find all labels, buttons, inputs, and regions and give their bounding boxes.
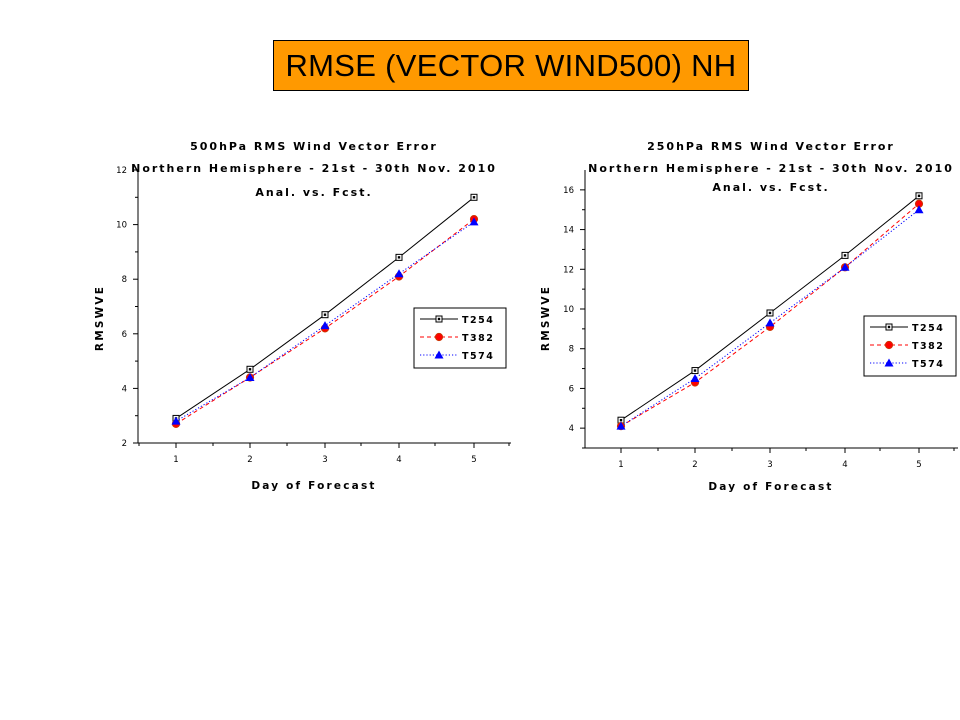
series-T574	[171, 217, 479, 425]
legend-label: T574	[912, 359, 944, 370]
series-line-T574	[620, 209, 920, 427]
series-line-T254	[620, 195, 920, 421]
x-tick-label: 1	[618, 460, 623, 470]
y-tick-label: 12	[116, 166, 127, 176]
data-point-T574	[690, 374, 700, 382]
x-axis-label: Day of Forecast	[708, 481, 833, 493]
x-tick-label: 4	[842, 460, 847, 470]
data-point-T574	[914, 205, 924, 214]
legend-marker-T574	[884, 358, 894, 367]
legend-label: T254	[462, 315, 494, 326]
y-tick-label: 8	[569, 345, 574, 355]
series-line-T382	[620, 203, 920, 427]
data-point-T574	[245, 372, 255, 381]
data-point-T574	[616, 421, 626, 430]
legend-marker-T382	[434, 332, 444, 342]
legend-marker-T574	[434, 350, 444, 359]
x-tick-label: 4	[396, 455, 401, 465]
y-tick-label: 14	[563, 226, 574, 236]
legend-label: T382	[462, 333, 494, 344]
data-point-T574	[394, 269, 404, 278]
legend-label: T574	[462, 351, 494, 362]
data-point-T574	[171, 416, 181, 425]
y-tick-label: 12	[563, 265, 574, 275]
series-T254	[617, 192, 923, 424]
data-point-T574	[469, 217, 479, 226]
y-axis-label: RMSWVE	[94, 285, 106, 351]
y-tick-label: 8	[122, 275, 127, 285]
y-tick-label: 4	[122, 384, 127, 394]
x-tick-label: 3	[767, 460, 772, 470]
data-point-T574	[320, 321, 330, 330]
y-tick-label: 10	[116, 221, 127, 231]
data-point-T574	[765, 318, 775, 327]
page-title-banner: RMSE (VECTOR WIND500) NH	[273, 40, 749, 91]
chart-subtitle: Northern Hemisphere - 21st - 30th Nov. 2…	[588, 162, 954, 175]
chart-2: 250hPa RMS Wind Vector Error Northern Hem…	[540, 140, 958, 493]
legend: T254 T382 T574	[863, 315, 957, 377]
data-point-T574	[840, 262, 850, 271]
legend-box	[863, 315, 957, 377]
legend: T254 T382 T574	[413, 307, 507, 369]
y-tick-label: 6	[122, 330, 127, 340]
x-tick-label: 2	[247, 455, 252, 465]
legend-label: T254	[912, 323, 944, 334]
legend-label: T382	[912, 341, 944, 352]
chart-title: 250hPa RMS Wind Vector Error	[647, 140, 895, 153]
x-tick-label: 1	[173, 455, 178, 465]
x-tick-label: 5	[471, 455, 476, 465]
y-tick-label: 4	[569, 424, 574, 434]
x-tick-label: 5	[916, 460, 921, 470]
y-tick-label: 16	[563, 186, 574, 196]
legend-box	[413, 307, 507, 369]
y-tick-label: 10	[563, 305, 574, 315]
chart-1: 500hPa RMS Wind Vector Error Northern Hem…	[94, 140, 511, 492]
y-tick-label: 2	[122, 439, 127, 449]
y-axis-label: RMSWVE	[540, 285, 552, 351]
chart-subtitle: Anal. vs. Fcst.	[255, 186, 372, 199]
series-T574	[616, 205, 924, 430]
chart-title: 500hPa RMS Wind Vector Error	[190, 140, 438, 153]
x-axis-label: Day of Forecast	[251, 480, 376, 492]
legend-marker-T382	[884, 340, 894, 350]
x-tick-label: 3	[322, 455, 327, 465]
chart-subtitle: Anal. vs. Fcst.	[712, 181, 829, 194]
x-tick-label: 2	[692, 460, 697, 470]
chart-subtitle: Northern Hemisphere - 21st - 30th Nov. 2…	[131, 162, 497, 175]
y-tick-label: 6	[569, 384, 574, 394]
